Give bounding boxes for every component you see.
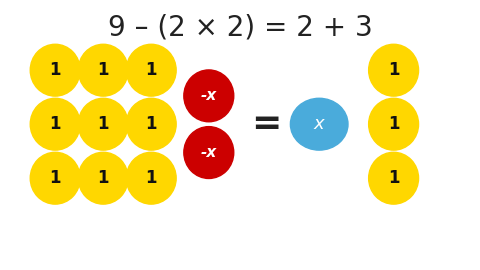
Text: 1: 1: [49, 115, 61, 133]
Text: 1: 1: [388, 61, 399, 79]
Text: 1: 1: [145, 169, 157, 187]
Ellipse shape: [126, 44, 176, 96]
Text: -x: -x: [201, 145, 217, 160]
Ellipse shape: [184, 127, 234, 178]
Text: =: =: [251, 107, 282, 141]
Text: 1: 1: [97, 115, 109, 133]
Text: x: x: [314, 115, 324, 133]
Text: 1: 1: [145, 61, 157, 79]
Text: 1: 1: [388, 169, 399, 187]
Text: 1: 1: [388, 115, 399, 133]
Ellipse shape: [126, 98, 176, 150]
Ellipse shape: [369, 98, 419, 150]
Ellipse shape: [369, 152, 419, 204]
Ellipse shape: [30, 152, 80, 204]
Text: 1: 1: [145, 115, 157, 133]
Ellipse shape: [30, 98, 80, 150]
Text: 1: 1: [97, 169, 109, 187]
Ellipse shape: [78, 44, 128, 96]
Ellipse shape: [78, 152, 128, 204]
Ellipse shape: [30, 44, 80, 96]
Text: 9 – (2 × 2) = 2 + 3: 9 – (2 × 2) = 2 + 3: [108, 14, 372, 42]
Text: -x: -x: [201, 88, 217, 103]
Ellipse shape: [369, 44, 419, 96]
Ellipse shape: [290, 98, 348, 150]
Ellipse shape: [126, 152, 176, 204]
Ellipse shape: [184, 70, 234, 122]
Text: 1: 1: [97, 61, 109, 79]
Ellipse shape: [78, 98, 128, 150]
Text: 1: 1: [49, 169, 61, 187]
Text: 1: 1: [49, 61, 61, 79]
